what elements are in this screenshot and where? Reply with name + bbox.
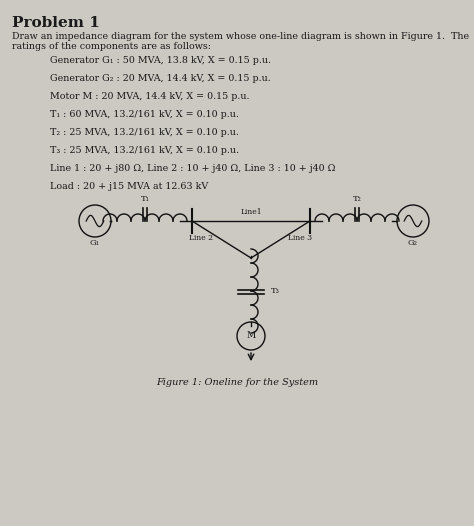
Text: T₂: T₂ bbox=[353, 195, 362, 203]
Text: Generator G₁ : 50 MVA, 13.8 kV, X = 0.15 p.u.: Generator G₁ : 50 MVA, 13.8 kV, X = 0.15… bbox=[50, 56, 271, 65]
Text: Line1: Line1 bbox=[240, 208, 262, 216]
Text: T₂ : 25 MVA, 13.2/161 kV, X = 0.10 p.u.: T₂ : 25 MVA, 13.2/161 kV, X = 0.10 p.u. bbox=[50, 128, 239, 137]
Text: Line 2: Line 2 bbox=[190, 234, 213, 241]
Text: Problem 1: Problem 1 bbox=[12, 16, 100, 30]
Text: Figure 1: Oneline for the System: Figure 1: Oneline for the System bbox=[156, 378, 318, 387]
Text: T₁ : 60 MVA, 13.2/161 kV, X = 0.10 p.u.: T₁ : 60 MVA, 13.2/161 kV, X = 0.10 p.u. bbox=[50, 110, 239, 119]
Text: ratings of the components are as follows:: ratings of the components are as follows… bbox=[12, 42, 211, 51]
Text: Line 3: Line 3 bbox=[289, 234, 313, 241]
Text: Line 1 : 20 + j80 Ω, Line 2 : 10 + j40 Ω, Line 3 : 10 + j40 Ω: Line 1 : 20 + j80 Ω, Line 2 : 10 + j40 Ω… bbox=[50, 164, 336, 173]
Text: T₃ : 25 MVA, 13.2/161 kV, X = 0.10 p.u.: T₃ : 25 MVA, 13.2/161 kV, X = 0.10 p.u. bbox=[50, 146, 239, 155]
Text: Draw an impedance diagram for the system whose one-line diagram is shown in Figu: Draw an impedance diagram for the system… bbox=[12, 32, 469, 41]
Text: T₃: T₃ bbox=[271, 287, 280, 295]
Text: M: M bbox=[246, 331, 255, 340]
Text: Generator G₂ : 20 MVA, 14.4 kV, X = 0.15 p.u.: Generator G₂ : 20 MVA, 14.4 kV, X = 0.15… bbox=[50, 74, 271, 83]
Text: Load : 20 + j15 MVA at 12.63 kV: Load : 20 + j15 MVA at 12.63 kV bbox=[50, 182, 208, 191]
Text: G₂: G₂ bbox=[408, 239, 418, 247]
Text: G₁: G₁ bbox=[90, 239, 100, 247]
Text: T₁: T₁ bbox=[141, 195, 149, 203]
Text: Motor M : 20 MVA, 14.4 kV, X = 0.15 p.u.: Motor M : 20 MVA, 14.4 kV, X = 0.15 p.u. bbox=[50, 92, 249, 101]
